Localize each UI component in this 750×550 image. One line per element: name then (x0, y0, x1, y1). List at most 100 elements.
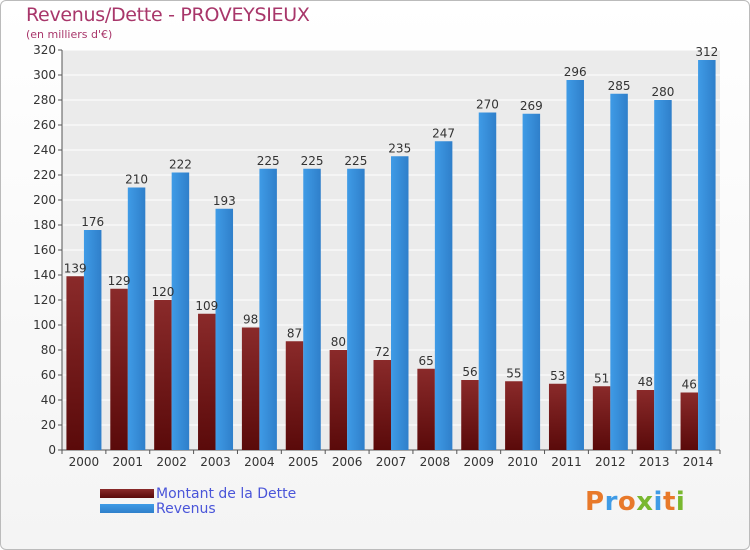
legend-item-debt: Montant de la Dette (100, 485, 297, 502)
data-label-debt: 53 (550, 369, 565, 383)
y-tick-label: 280 (33, 93, 56, 107)
bar-debt (285, 341, 304, 450)
x-tick-label: 2012 (595, 455, 626, 469)
y-tick-label: 40 (41, 393, 56, 407)
data-label-revenue: 296 (564, 65, 587, 79)
bar-debt (373, 360, 391, 450)
data-label-revenue: 247 (432, 126, 455, 140)
x-tick-label: 2008 (420, 455, 451, 469)
data-label-debt: 120 (151, 285, 174, 299)
y-tick-label: 160 (33, 243, 56, 257)
logo-letter: o (617, 487, 637, 517)
bar-revenue (654, 100, 672, 450)
x-tick-label: 2006 (332, 455, 363, 469)
data-label-revenue: 193 (213, 194, 236, 208)
bar-revenue (522, 113, 541, 450)
y-tick-label: 240 (33, 143, 56, 157)
legend-item-revenue: Revenus (100, 500, 296, 517)
logo-letter: x (636, 487, 654, 517)
data-label-revenue: 235 (388, 141, 411, 155)
x-tick-label: 2007 (376, 455, 407, 469)
y-tick-label: 200 (33, 193, 56, 207)
bar-revenue (127, 187, 146, 450)
bar-debt (417, 368, 435, 450)
x-tick-label: 2002 (156, 455, 187, 469)
bar-revenue (566, 80, 584, 450)
legend-label-revenue: Revenus (156, 500, 216, 517)
data-label-debt: 46 (682, 378, 697, 392)
data-label-debt: 129 (108, 274, 131, 288)
bar-revenue (391, 156, 409, 450)
y-tick-label: 100 (33, 318, 56, 332)
bar-revenue (698, 60, 716, 450)
y-tick-label: 140 (33, 268, 56, 282)
bar-revenue (610, 93, 628, 450)
y-tick-label: 260 (33, 118, 56, 132)
x-tick-label: 2004 (244, 455, 275, 469)
y-tick-label: 180 (33, 218, 56, 232)
x-tick-label: 2009 (463, 455, 494, 469)
bar-debt (461, 380, 479, 450)
bar-revenue (171, 172, 190, 450)
data-label-debt: 80 (331, 335, 346, 349)
y-tick-label: 220 (33, 168, 56, 182)
logo-letter: i (653, 487, 663, 517)
logo-letter: i (675, 487, 686, 517)
y-tick-label: 60 (41, 368, 56, 382)
data-label-debt: 72 (375, 345, 390, 359)
bar-debt (548, 383, 567, 450)
bar-debt (110, 288, 128, 450)
bar-debt (154, 300, 172, 450)
bar-debt (66, 276, 84, 450)
data-label-debt: 55 (506, 366, 521, 380)
data-label-revenue: 210 (125, 173, 148, 187)
data-label-debt: 98 (243, 313, 258, 327)
y-tick-label: 320 (33, 43, 56, 57)
data-label-debt: 48 (638, 375, 653, 389)
y-tick-label: 80 (41, 343, 56, 357)
data-label-revenue: 225 (301, 154, 324, 168)
data-label-debt: 109 (195, 299, 218, 313)
data-label-revenue: 176 (81, 215, 104, 229)
x-tick-label: 2000 (69, 455, 100, 469)
data-label-debt: 51 (594, 371, 609, 385)
logo-letter: P (585, 487, 605, 517)
y-tick-label: 0 (48, 443, 56, 457)
bar-revenue (215, 208, 234, 450)
data-label-debt: 56 (462, 365, 477, 379)
bar-debt (636, 390, 655, 450)
x-tick-label: 2003 (200, 455, 231, 469)
bar-revenue (478, 112, 497, 450)
data-label-debt: 87 (287, 326, 302, 340)
data-label-revenue: 280 (651, 85, 674, 99)
chart-title: Revenus/Dette - PROVEYSIEUX (26, 4, 310, 26)
x-tick-label: 2014 (683, 455, 714, 469)
bar-revenue (347, 168, 365, 450)
x-tick-label: 2005 (288, 455, 319, 469)
data-label-revenue: 285 (608, 79, 631, 93)
legend: Montant de la Dette Revenus (100, 485, 297, 517)
bar-debt (198, 313, 216, 450)
data-label-revenue: 270 (476, 98, 499, 112)
legend-swatch-revenue (100, 504, 154, 513)
bar-revenue (259, 168, 277, 450)
data-label-revenue: 312 (695, 45, 718, 59)
bar-debt (241, 327, 260, 450)
bar-debt (505, 381, 523, 450)
legend-label-debt: Montant de la Dette (156, 485, 297, 502)
bar-revenue (83, 230, 102, 450)
x-tick-label: 2010 (507, 455, 538, 469)
logo-letter: t (662, 487, 676, 517)
data-label-revenue: 225 (257, 154, 280, 168)
data-label-revenue: 225 (344, 154, 367, 168)
legend-swatch-debt (100, 489, 154, 498)
y-tick-label: 120 (33, 293, 56, 307)
bar-revenue (434, 141, 453, 450)
bar-revenue (303, 168, 321, 450)
logo-letter: r (604, 487, 618, 517)
bar-debt (592, 386, 611, 450)
x-tick-label: 2013 (639, 455, 670, 469)
x-tick-label: 2011 (551, 455, 582, 469)
y-tick-label: 20 (41, 418, 56, 432)
